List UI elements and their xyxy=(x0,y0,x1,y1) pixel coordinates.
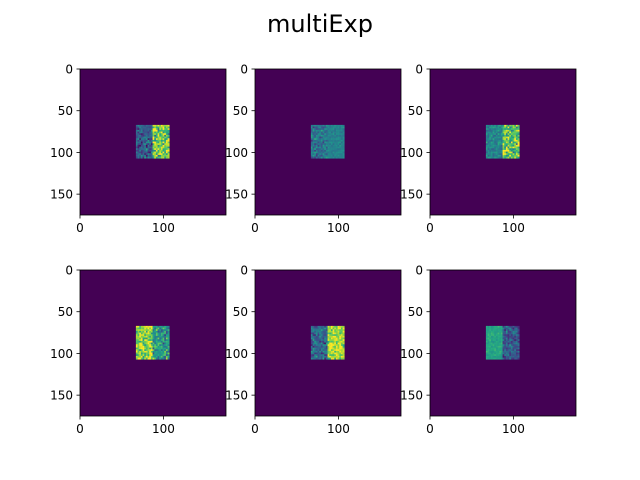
subplot-3: 0 100 0 50 100 150 xyxy=(400,63,577,235)
y-tick-label: 100 xyxy=(225,146,248,160)
x-tick-label: 100 xyxy=(152,221,175,235)
y-tick-label: 100 xyxy=(50,347,73,361)
square-half-left xyxy=(135,124,153,159)
x-tick-label: 0 xyxy=(251,221,259,235)
x-tick-label: 0 xyxy=(76,422,84,436)
x-tick-label: 0 xyxy=(251,422,259,436)
x-tick-label: 100 xyxy=(152,422,175,436)
square-half-right xyxy=(327,325,345,360)
square-half-right xyxy=(327,124,345,159)
x-tick-label: 100 xyxy=(502,221,525,235)
subplot-2: 0 100 0 50 100 150 xyxy=(225,63,402,235)
y-tick-label: 150 xyxy=(400,389,423,403)
y-tick-label: 0 xyxy=(65,264,73,278)
y-tick-label: 100 xyxy=(400,146,423,160)
axes-frame xyxy=(79,269,227,417)
y-tick-label: 0 xyxy=(240,63,248,77)
x-tick-label: 100 xyxy=(327,221,350,235)
y-tick-label: 50 xyxy=(58,305,73,319)
y-tick-label: 0 xyxy=(415,264,423,278)
square-half-left xyxy=(485,325,503,360)
square-half-right xyxy=(152,325,170,360)
x-tick-label: 100 xyxy=(502,422,525,436)
square-half-left xyxy=(310,124,328,159)
square-half-right xyxy=(502,325,520,360)
figure-title: multiExp xyxy=(267,10,373,38)
square-half-left xyxy=(135,325,153,360)
x-tick-label: 100 xyxy=(327,422,350,436)
y-tick-label: 50 xyxy=(58,104,73,118)
subplot-5: 0 100 0 50 100 150 xyxy=(225,264,402,436)
x-tick-label: 0 xyxy=(426,221,434,235)
y-tick-label: 100 xyxy=(50,146,73,160)
y-tick-label: 100 xyxy=(225,347,248,361)
axes-frame xyxy=(79,68,227,216)
subplot-6: 0 100 0 50 100 150 xyxy=(400,264,577,436)
y-tick-label: 0 xyxy=(415,63,423,77)
y-tick-label: 0 xyxy=(240,264,248,278)
square-half-left xyxy=(485,124,503,159)
subplot-4: 0 100 0 50 100 150 xyxy=(50,264,227,436)
y-tick-label: 150 xyxy=(225,389,248,403)
y-tick-label: 100 xyxy=(400,347,423,361)
y-tick-label: 50 xyxy=(408,104,423,118)
y-tick-label: 50 xyxy=(233,305,248,319)
y-tick-label: 150 xyxy=(50,188,73,202)
y-tick-label: 150 xyxy=(400,188,423,202)
y-tick-label: 150 xyxy=(50,389,73,403)
axes-frame xyxy=(429,269,577,417)
x-tick-label: 0 xyxy=(76,221,84,235)
y-tick-label: 50 xyxy=(408,305,423,319)
x-tick-label: 0 xyxy=(426,422,434,436)
square-half-left xyxy=(310,325,328,360)
y-tick-label: 50 xyxy=(233,104,248,118)
y-tick-label: 0 xyxy=(65,63,73,77)
square-half-right xyxy=(502,124,520,159)
axes-frame xyxy=(254,68,402,216)
subplot-1: 0 100 0 50 100 150 xyxy=(50,63,227,235)
axes-frame xyxy=(429,68,577,216)
y-tick-label: 150 xyxy=(225,188,248,202)
axes-frame xyxy=(254,269,402,417)
square-half-right xyxy=(152,124,170,159)
